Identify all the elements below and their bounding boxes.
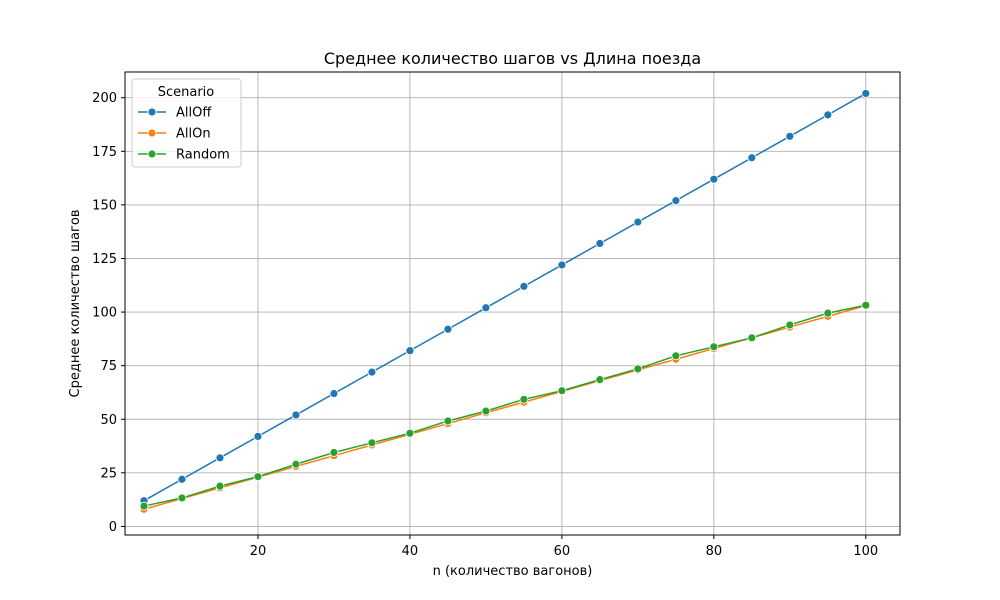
x-tick-label: 80 — [706, 544, 723, 559]
data-point-random — [177, 493, 187, 503]
legend-box — [131, 78, 242, 168]
y-tick-label: 25 — [100, 466, 117, 481]
x-tick-label: 60 — [554, 544, 571, 559]
legend-swatch-marker — [147, 107, 157, 117]
x-tick-label: 100 — [853, 544, 878, 559]
data-point-alloff — [481, 303, 491, 313]
legend-entry-random: Random — [138, 148, 230, 163]
data-point-alloff — [291, 410, 301, 420]
x-tick-label: 40 — [402, 544, 419, 559]
x-axis: 20 40 60 80 100 — [250, 535, 878, 559]
y-axis-label: Среднее количество шагов — [68, 210, 83, 398]
legend-label: AllOn — [176, 127, 211, 142]
series-random — [139, 300, 871, 511]
legend-label: AllOff — [176, 106, 212, 121]
data-point-alloff — [633, 217, 643, 227]
data-point-alloff — [785, 131, 795, 141]
data-point-random — [253, 472, 263, 482]
legend-entry-allon: AllOn — [138, 127, 211, 142]
data-point-random — [823, 308, 833, 318]
data-point-alloff — [177, 474, 187, 484]
data-point-alloff — [519, 281, 529, 291]
x-axis-label: n (количество вагонов) — [433, 564, 593, 579]
x-tick-label: 20 — [250, 544, 267, 559]
data-point-alloff — [747, 153, 757, 163]
data-point-random — [595, 375, 605, 384]
data-point-alloff — [329, 389, 339, 398]
data-point-random — [785, 320, 795, 330]
legend-entries: AllOff AllOn Random — [138, 106, 230, 163]
data-point-random — [443, 416, 453, 426]
series-line-alloff — [143, 92, 867, 502]
y-tick-label: 75 — [100, 359, 117, 374]
series-layer — [139, 89, 871, 514]
y-tick-label: 100 — [92, 306, 117, 321]
data-point-alloff — [215, 453, 225, 463]
data-point-random — [405, 428, 415, 438]
data-point-alloff — [861, 89, 871, 98]
data-point-alloff — [671, 196, 681, 206]
data-point-random — [519, 394, 529, 404]
data-point-random — [709, 342, 719, 352]
chart-title: Среднее количество шагов vs Длина поезда — [324, 49, 701, 68]
data-point-random — [671, 351, 681, 361]
legend-label: Random — [176, 148, 230, 163]
series-line-random — [143, 304, 866, 507]
data-point-random — [557, 386, 567, 396]
legend-swatch-marker — [147, 128, 157, 138]
data-point-alloff — [557, 260, 567, 270]
y-tick-label: 50 — [100, 413, 117, 428]
data-point-random — [861, 300, 871, 310]
data-point-random — [747, 333, 757, 343]
data-point-random — [215, 481, 225, 491]
data-point-random — [329, 448, 339, 457]
series-alloff — [139, 89, 871, 506]
data-point-random — [367, 438, 377, 448]
legend: Scenario AllOff AllOn Random — [131, 78, 242, 168]
data-point-alloff — [823, 110, 833, 120]
legend-entry-alloff: AllOff — [138, 106, 212, 121]
y-tick-label: 200 — [92, 91, 117, 106]
data-point-alloff — [405, 346, 415, 356]
legend-title: Scenario — [158, 85, 215, 100]
y-tick-label: 150 — [92, 198, 117, 213]
data-point-random — [139, 501, 149, 511]
data-point-random — [481, 406, 491, 416]
plot-frame — [124, 71, 901, 536]
data-point-random — [633, 364, 643, 374]
data-point-alloff — [253, 431, 263, 441]
data-point-random — [291, 459, 301, 469]
data-point-alloff — [367, 367, 377, 377]
y-tick-label: 125 — [92, 252, 117, 267]
legend-swatch-marker — [147, 149, 157, 159]
data-point-alloff — [443, 324, 453, 334]
data-point-alloff — [709, 174, 719, 184]
y-tick-label: 175 — [92, 145, 117, 160]
y-axis: 0 25 50 75 100 125 150 175 200 — [92, 91, 125, 535]
data-point-alloff — [595, 239, 605, 248]
y-tick-label: 0 — [109, 520, 117, 535]
grid — [125, 72, 900, 535]
